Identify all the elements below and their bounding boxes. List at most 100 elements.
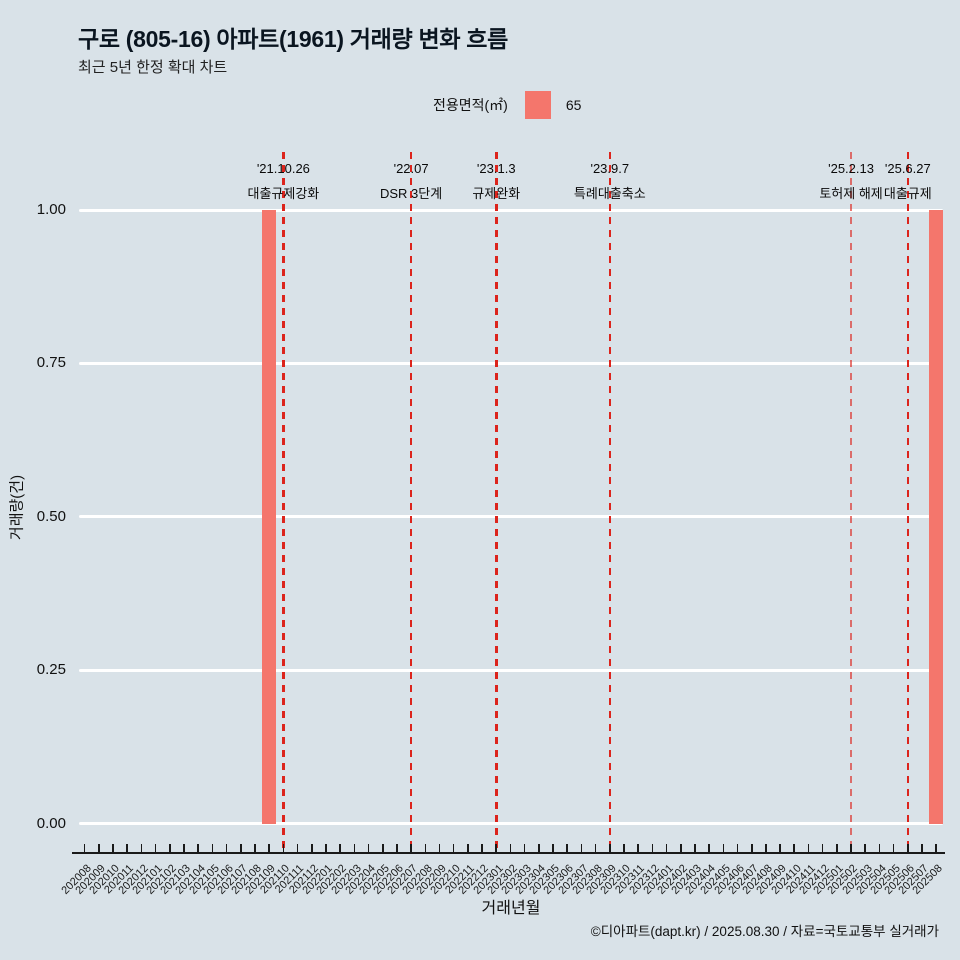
x-tick (679, 844, 682, 852)
x-tick (169, 844, 171, 852)
x-tick (481, 844, 483, 852)
x-axis-line (72, 852, 945, 854)
event-date: '23.9.7 (590, 161, 630, 176)
x-tick (921, 844, 923, 852)
x-tick (325, 844, 327, 852)
x-tick (268, 844, 270, 852)
gridline (79, 822, 943, 825)
event-date: '23.1.3 (476, 161, 516, 176)
x-tick (907, 844, 909, 852)
x-tick (935, 844, 937, 852)
x-axis-title: 거래년월 (481, 900, 541, 917)
x-tick (467, 844, 469, 852)
x-tick (836, 844, 838, 852)
event-label: 대출규제 (883, 186, 932, 201)
event-line (409, 152, 413, 848)
event-label: DSR 3단계 (379, 186, 443, 201)
event-date: '25.6.27 (884, 161, 931, 176)
x-tick (282, 844, 285, 852)
x-tick (722, 844, 725, 852)
x-tick (83, 844, 86, 852)
y-tick-label: 0.00 (36, 814, 66, 832)
x-tick (665, 844, 668, 852)
event-line (495, 152, 498, 848)
y-tick-label: 0.75 (36, 354, 66, 372)
x-tick (608, 844, 611, 852)
x-tick (864, 844, 867, 852)
event-label: 특례대출축소 (573, 186, 646, 201)
x-tick (240, 844, 242, 852)
x-tick (254, 844, 256, 852)
x-tick (154, 844, 157, 852)
x-tick (509, 844, 512, 852)
gridline (79, 668, 943, 672)
x-tick (566, 844, 568, 852)
x-tick (211, 844, 214, 852)
y-tick-label: 1.00 (36, 201, 66, 218)
event-line (906, 152, 910, 848)
legend-series-name: 65 (565, 97, 582, 113)
footer-credit: ©디아파트(dapt.kr) / 2025.08.30 / 자료=국토교통부 실… (590, 924, 939, 939)
event-line (608, 152, 612, 848)
y-tick-label: 0.25 (36, 661, 66, 679)
legend: 전용면적(㎡) 65 (433, 90, 581, 120)
x-tick (821, 844, 824, 852)
x-tick (736, 844, 739, 852)
event-line (282, 152, 285, 848)
x-tick (296, 844, 299, 852)
bar (262, 210, 277, 824)
x-tick (552, 844, 554, 852)
x-tick (538, 844, 540, 852)
x-tick (438, 844, 441, 852)
event-date: '25.2.13 (828, 161, 874, 176)
x-tick (807, 844, 810, 852)
x-tick (339, 844, 341, 852)
event-label: 대출규제강화 (247, 186, 320, 201)
legend-label: 전용면적(㎡) (433, 97, 508, 113)
x-tick (623, 844, 625, 852)
x-tick (98, 844, 100, 852)
x-tick (580, 844, 583, 852)
event-label: 토허제 해제 (819, 186, 883, 201)
x-tick (878, 844, 881, 852)
x-tick (424, 844, 427, 852)
x-tick (140, 844, 143, 852)
gridline (79, 361, 943, 365)
x-tick (310, 844, 313, 852)
x-tick (708, 844, 710, 852)
x-tick (495, 844, 498, 852)
x-tick (523, 844, 526, 852)
x-tick (367, 844, 370, 852)
x-tick (637, 844, 639, 852)
x-tick (765, 844, 767, 852)
x-tick (452, 844, 455, 852)
x-tick (353, 844, 356, 852)
x-tick (793, 844, 796, 852)
x-tick (126, 844, 129, 852)
x-tick (750, 844, 753, 852)
x-tick (396, 844, 398, 852)
legend-swatch-icon (524, 91, 551, 119)
y-tick-label: 0.50 (36, 507, 66, 525)
x-tick (779, 844, 781, 852)
bar (929, 210, 944, 824)
x-tick (892, 844, 895, 852)
x-tick (850, 844, 852, 852)
gridline (79, 208, 943, 212)
event-label: 규제완화 (472, 186, 521, 201)
event-date: '21.10.26 (256, 161, 310, 176)
chart-title: 구로 (805-16) 아파트(1961) 거래량 변화 흐름 (78, 26, 508, 52)
x-tick (381, 844, 384, 852)
x-tick (112, 844, 114, 852)
x-tick (694, 844, 696, 852)
x-tick (410, 844, 412, 852)
x-tick (651, 844, 654, 852)
x-tick (197, 844, 200, 852)
chart-subtitle: 최근 5년 한정 확대 차트 (78, 59, 228, 76)
x-tick (594, 844, 597, 852)
event-line (849, 152, 853, 848)
gridline (79, 515, 943, 519)
event-date: '22.07 (393, 161, 429, 176)
x-tick (225, 844, 228, 852)
